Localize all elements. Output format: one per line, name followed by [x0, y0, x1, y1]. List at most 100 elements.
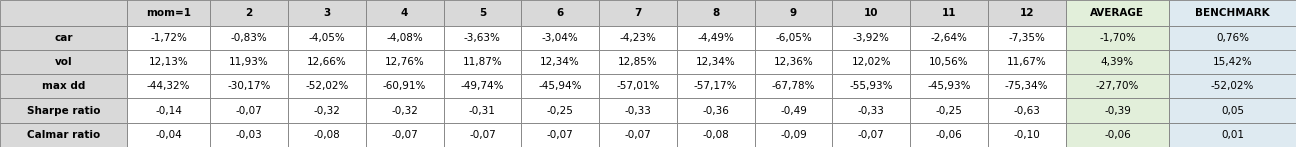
Text: -0,32: -0,32: [391, 106, 419, 116]
Bar: [988, 26, 1065, 50]
Text: car: car: [54, 33, 73, 43]
Bar: [210, 26, 288, 50]
Bar: [1065, 50, 1169, 74]
Bar: [288, 74, 365, 98]
Text: -0,07: -0,07: [625, 130, 652, 140]
Bar: [1169, 98, 1296, 123]
Bar: [988, 74, 1065, 98]
Text: 11: 11: [942, 8, 956, 18]
Bar: [443, 26, 521, 50]
Text: -4,49%: -4,49%: [697, 33, 734, 43]
Bar: [288, 26, 365, 50]
Text: -0,07: -0,07: [469, 130, 496, 140]
Bar: [677, 98, 754, 123]
Text: -0,33: -0,33: [625, 106, 652, 116]
Text: 12: 12: [1020, 8, 1034, 18]
Bar: [832, 0, 910, 26]
Text: -0,39: -0,39: [1104, 106, 1131, 116]
Text: max dd: max dd: [41, 81, 86, 91]
Text: -45,93%: -45,93%: [927, 81, 971, 91]
Text: -0,08: -0,08: [314, 130, 341, 140]
Bar: [0, 123, 127, 147]
Bar: [0, 0, 127, 26]
Bar: [127, 26, 210, 50]
Bar: [1169, 74, 1296, 98]
Bar: [754, 0, 832, 26]
Text: 11,87%: 11,87%: [463, 57, 503, 67]
Text: -0,33: -0,33: [858, 106, 885, 116]
Text: -49,74%: -49,74%: [460, 81, 504, 91]
Bar: [754, 98, 832, 123]
Text: -3,63%: -3,63%: [464, 33, 500, 43]
Bar: [0, 50, 127, 74]
Bar: [910, 74, 988, 98]
Bar: [910, 0, 988, 26]
Text: -57,17%: -57,17%: [693, 81, 737, 91]
Text: 8: 8: [712, 8, 719, 18]
Text: 0,01: 0,01: [1221, 130, 1244, 140]
Text: -0,04: -0,04: [156, 130, 181, 140]
Bar: [599, 74, 677, 98]
Bar: [988, 123, 1065, 147]
Text: -1,72%: -1,72%: [150, 33, 187, 43]
Bar: [443, 74, 521, 98]
Text: -0,03: -0,03: [236, 130, 263, 140]
Text: -3,92%: -3,92%: [853, 33, 889, 43]
Text: -6,05%: -6,05%: [775, 33, 811, 43]
Bar: [1065, 26, 1169, 50]
Text: -0,06: -0,06: [1104, 130, 1131, 140]
Text: -0,25: -0,25: [547, 106, 574, 116]
Text: -4,05%: -4,05%: [308, 33, 345, 43]
Bar: [910, 123, 988, 147]
Text: -0,14: -0,14: [156, 106, 181, 116]
Text: -0,49: -0,49: [780, 106, 807, 116]
Text: 15,42%: 15,42%: [1213, 57, 1252, 67]
Bar: [1169, 0, 1296, 26]
Bar: [1065, 74, 1169, 98]
Text: 12,76%: 12,76%: [385, 57, 425, 67]
Text: -0,25: -0,25: [936, 106, 963, 116]
Bar: [210, 50, 288, 74]
Bar: [288, 50, 365, 74]
Bar: [365, 50, 443, 74]
Bar: [754, 123, 832, 147]
Bar: [443, 50, 521, 74]
Bar: [127, 123, 210, 147]
Bar: [988, 50, 1065, 74]
Bar: [910, 50, 988, 74]
Text: 5: 5: [478, 8, 486, 18]
Text: 12,36%: 12,36%: [774, 57, 814, 67]
Text: -0,07: -0,07: [858, 130, 885, 140]
Text: vol: vol: [54, 57, 73, 67]
Bar: [754, 26, 832, 50]
Bar: [910, 98, 988, 123]
Text: -60,91%: -60,91%: [382, 81, 426, 91]
Bar: [365, 98, 443, 123]
Bar: [1169, 26, 1296, 50]
Bar: [599, 98, 677, 123]
Text: 3: 3: [323, 8, 330, 18]
Bar: [288, 123, 365, 147]
Text: 12,66%: 12,66%: [307, 57, 347, 67]
Bar: [127, 98, 210, 123]
Bar: [521, 50, 599, 74]
Bar: [677, 50, 754, 74]
Bar: [677, 26, 754, 50]
Text: 7: 7: [634, 8, 642, 18]
Text: -2,64%: -2,64%: [931, 33, 967, 43]
Text: mom=1: mom=1: [146, 8, 191, 18]
Text: -45,94%: -45,94%: [538, 81, 582, 91]
Text: -44,32%: -44,32%: [146, 81, 191, 91]
Bar: [210, 123, 288, 147]
Bar: [521, 26, 599, 50]
Text: -0,83%: -0,83%: [231, 33, 267, 43]
Bar: [677, 123, 754, 147]
Text: -27,70%: -27,70%: [1095, 81, 1139, 91]
Text: -0,10: -0,10: [1013, 130, 1041, 140]
Bar: [0, 74, 127, 98]
Text: 12,34%: 12,34%: [540, 57, 581, 67]
Text: -7,35%: -7,35%: [1008, 33, 1045, 43]
Text: 9: 9: [789, 8, 797, 18]
Text: -0,31: -0,31: [469, 106, 496, 116]
Bar: [288, 98, 365, 123]
